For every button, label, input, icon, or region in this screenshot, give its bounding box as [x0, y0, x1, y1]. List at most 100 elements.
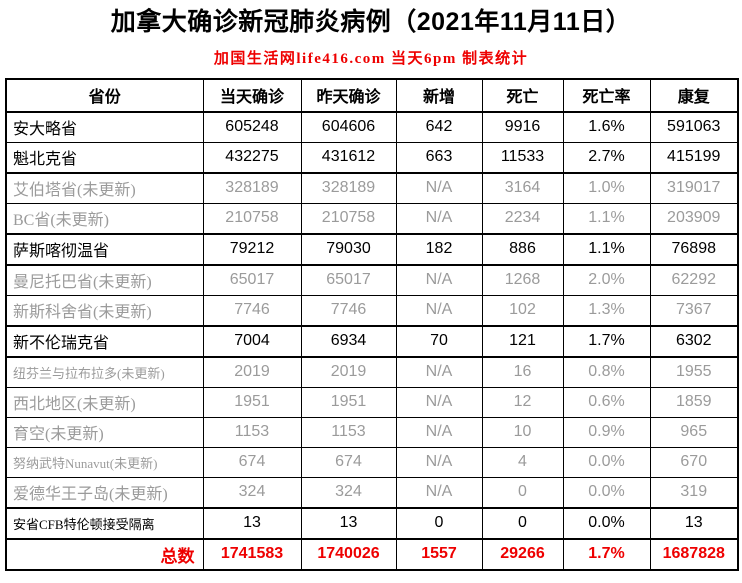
recovered: 1687828	[649, 537, 739, 571]
table-row: 萨斯喀彻温省 79212 79030 182 886 1.1% 76898	[5, 232, 739, 266]
new-cases: N/A	[395, 476, 483, 509]
table-row: 艾伯塔省(未更新) 328189 328189 N/A 3164 1.0% 319017	[5, 171, 739, 204]
today-confirmed: 2019	[202, 355, 302, 388]
yesterday-confirmed: 324	[300, 476, 397, 509]
new-cases: N/A	[395, 355, 483, 388]
recovered: 76898	[649, 232, 739, 266]
table-row: 新斯科舍省(未更新) 7746 7746 N/A 102 1.3% 7367	[5, 294, 739, 327]
deaths: 9916	[481, 110, 564, 143]
yesterday-confirmed: 2019	[300, 355, 397, 388]
table-row: 曼尼托巴省(未更新) 65017 65017 N/A 1268 2.0% 62292	[5, 263, 739, 296]
death-rate: 0.9%	[562, 416, 651, 448]
province-name: 新不伦瑞克省	[5, 324, 204, 358]
today-confirmed: 210758	[202, 202, 302, 235]
province-name: 爱德华王子岛(未更新)	[5, 476, 204, 509]
today-confirmed: 1741583	[202, 537, 302, 571]
new-cases: 1557	[395, 537, 483, 571]
death-rate: 0.6%	[562, 386, 651, 418]
yesterday-confirmed: 6934	[300, 324, 397, 358]
death-rate: 1.1%	[562, 232, 651, 266]
recovered: 7367	[649, 294, 739, 327]
yesterday-confirmed: 65017	[300, 263, 397, 296]
recovered: 13	[649, 506, 739, 540]
deaths: 121	[481, 324, 564, 358]
today-confirmed: 7004	[202, 324, 302, 358]
yesterday-confirmed: 210758	[300, 202, 397, 235]
column-header-3: 昨天确诊	[300, 78, 397, 113]
new-cases: N/A	[395, 202, 483, 235]
column-header-7: 康复	[649, 78, 739, 113]
deaths: 1268	[481, 263, 564, 296]
today-confirmed: 605248	[202, 110, 302, 143]
column-header-6: 死亡率	[562, 78, 651, 113]
yesterday-confirmed: 1153	[300, 416, 397, 448]
table-row: 纽芬兰与拉布拉多(未更新) 2019 2019 N/A 16 0.8% 1955	[5, 355, 739, 388]
death-rate: 1.3%	[562, 294, 651, 327]
yesterday-confirmed: 431612	[300, 141, 397, 174]
new-cases: N/A	[395, 171, 483, 204]
death-rate: 1.1%	[562, 202, 651, 235]
death-rate: 0.8%	[562, 355, 651, 388]
province-name: BC省(未更新)	[5, 202, 204, 235]
table-row: 魁北克省 432275 431612 663 11533 2.7% 415199	[5, 141, 739, 174]
death-rate: 0.0%	[562, 506, 651, 540]
today-confirmed: 1951	[202, 386, 302, 418]
death-rate: 0.0%	[562, 476, 651, 509]
today-confirmed: 1153	[202, 416, 302, 448]
deaths: 11533	[481, 141, 564, 174]
table-row: 西北地区(未更新) 1951 1951 N/A 12 0.6% 1859	[5, 386, 739, 418]
death-rate: 2.7%	[562, 141, 651, 174]
province-name: 育空(未更新)	[5, 416, 204, 448]
column-header-4: 新增	[395, 78, 483, 113]
table-row: 新不伦瑞克省 7004 6934 70 121 1.7% 6302	[5, 324, 739, 358]
today-confirmed: 432275	[202, 141, 302, 174]
province-name: 安省CFB特伦顿接受隔离	[5, 506, 204, 540]
recovered: 965	[649, 416, 739, 448]
province-name: 纽芬兰与拉布拉多(未更新)	[5, 355, 204, 388]
table-row: 育空(未更新) 1153 1153 N/A 10 0.9% 965	[5, 416, 739, 448]
page-subtitle: 加国生活网life416.com 当天6pm 制表统计	[213, 50, 529, 67]
new-cases: N/A	[395, 386, 483, 418]
recovered: 591063	[649, 110, 739, 143]
province-name: 曼尼托巴省(未更新)	[5, 263, 204, 296]
deaths: 102	[481, 294, 564, 327]
death-rate: 0.0%	[562, 446, 651, 478]
yesterday-confirmed: 79030	[300, 232, 397, 266]
table-row: 爱德华王子岛(未更新) 324 324 N/A 0 0.0% 319	[5, 476, 739, 509]
new-cases: 663	[395, 141, 483, 174]
yesterday-confirmed: 328189	[300, 171, 397, 204]
new-cases: 182	[395, 232, 483, 266]
table-row: 安大略省 605248 604606 642 9916 1.6% 591063	[5, 110, 739, 143]
yesterday-confirmed: 1951	[300, 386, 397, 418]
province-name: 魁北克省	[5, 141, 204, 174]
recovered: 319	[649, 476, 739, 509]
yesterday-confirmed: 13	[300, 506, 397, 540]
new-cases: 70	[395, 324, 483, 358]
today-confirmed: 7746	[202, 294, 302, 327]
column-header-2: 当天确诊	[202, 78, 302, 113]
deaths: 2234	[481, 202, 564, 235]
today-confirmed: 65017	[202, 263, 302, 296]
recovered: 415199	[649, 141, 739, 174]
page-title: 加拿大确诊新冠肺炎病例（2021年11月11日）	[110, 8, 632, 36]
deaths: 0	[481, 476, 564, 509]
today-confirmed: 328189	[202, 171, 302, 204]
total-row: 总数 1741583 1740026 1557 29266 1.7% 1687828	[5, 537, 739, 571]
covid-stats-table: 省份 当天确诊 昨天确诊 新增 死亡 死亡率 康复 安大略省 605248 604606 642 9…	[5, 77, 739, 571]
deaths: 3164	[481, 171, 564, 204]
new-cases: N/A	[395, 446, 483, 478]
death-rate: 1.6%	[562, 110, 651, 143]
new-cases: 0	[395, 506, 483, 540]
yesterday-confirmed: 674	[300, 446, 397, 478]
today-confirmed: 324	[202, 476, 302, 509]
province-name: 西北地区(未更新)	[5, 386, 204, 418]
province-name: 总数	[5, 537, 204, 571]
deaths: 12	[481, 386, 564, 418]
deaths: 0	[481, 506, 564, 540]
recovered: 6302	[649, 324, 739, 358]
column-header-5: 死亡	[481, 78, 564, 113]
today-confirmed: 13	[202, 506, 302, 540]
yesterday-confirmed: 7746	[300, 294, 397, 327]
column-header-1: 省份	[5, 78, 204, 113]
